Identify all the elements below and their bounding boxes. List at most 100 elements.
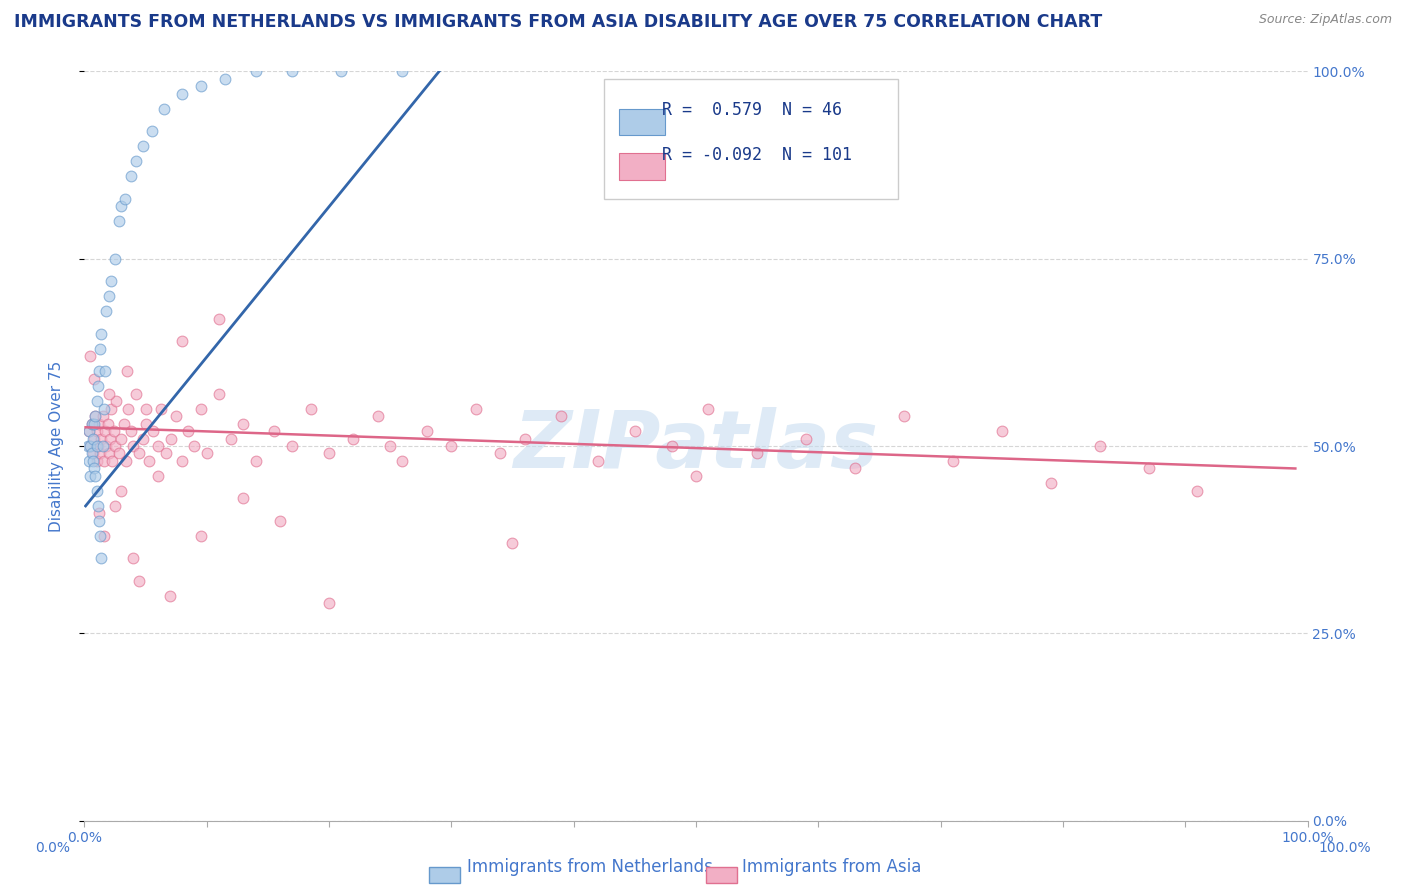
Point <box>132 139 155 153</box>
Text: R =  0.579  N = 46: R = 0.579 N = 46 <box>662 102 842 120</box>
Point <box>172 454 194 468</box>
Point <box>77 439 100 453</box>
Point <box>86 439 108 453</box>
Point <box>91 409 114 423</box>
Point <box>165 409 187 423</box>
Point <box>80 417 103 431</box>
Point <box>93 529 115 543</box>
Text: IMMIGRANTS FROM NETHERLANDS VS IMMIGRANTS FROM ASIA DISABILITY AGE OVER 75 CORRE: IMMIGRANTS FROM NETHERLANDS VS IMMIGRANT… <box>14 13 1102 31</box>
Point <box>550 409 572 423</box>
Point <box>125 154 148 169</box>
Point <box>125 386 148 401</box>
Point <box>87 364 110 378</box>
Point <box>103 424 125 438</box>
Point <box>367 409 389 423</box>
Point <box>281 64 304 78</box>
Point <box>107 446 129 460</box>
Point <box>97 446 120 460</box>
Point <box>115 364 138 378</box>
Point <box>142 424 165 438</box>
Point <box>513 432 536 446</box>
Point <box>502 536 524 550</box>
Point <box>97 386 120 401</box>
Point <box>128 574 150 588</box>
Point <box>318 596 340 610</box>
Y-axis label: Disability Age Over 75: Disability Age Over 75 <box>49 360 63 532</box>
Point <box>208 386 231 401</box>
Point <box>208 311 231 326</box>
Point <box>342 432 364 446</box>
Point <box>318 446 340 460</box>
Point <box>1137 461 1160 475</box>
Point <box>1088 439 1111 453</box>
Point <box>489 446 512 460</box>
Point <box>89 446 111 460</box>
Point <box>77 424 100 438</box>
Point <box>84 469 107 483</box>
Point <box>83 432 105 446</box>
Point <box>80 417 103 431</box>
Point <box>115 454 138 468</box>
Point <box>89 529 111 543</box>
Point <box>114 192 136 206</box>
Point <box>86 454 108 468</box>
Point <box>100 401 122 416</box>
Point <box>263 424 285 438</box>
Point <box>138 454 160 468</box>
Point <box>160 432 183 446</box>
Point <box>110 432 132 446</box>
Point <box>101 454 124 468</box>
Point <box>96 439 118 453</box>
Point <box>120 424 142 438</box>
Point <box>172 334 194 348</box>
Point <box>135 401 157 416</box>
Point <box>87 499 110 513</box>
Point <box>177 424 200 438</box>
Point <box>153 102 176 116</box>
Point <box>107 214 129 228</box>
Point <box>1187 483 1209 498</box>
Point <box>245 64 267 78</box>
Point <box>90 326 112 341</box>
Point <box>80 446 103 460</box>
Point <box>391 454 413 468</box>
Point <box>844 461 866 475</box>
Point <box>79 349 101 363</box>
Point <box>991 424 1014 438</box>
Point <box>1039 476 1062 491</box>
Point <box>82 454 104 468</box>
Point <box>794 432 817 446</box>
Text: 100.0%: 100.0% <box>1319 840 1371 855</box>
Text: Immigrants from Asia: Immigrants from Asia <box>742 858 922 876</box>
Point <box>122 439 145 453</box>
Point <box>117 401 139 416</box>
Text: Source: ZipAtlas.com: Source: ZipAtlas.com <box>1258 13 1392 27</box>
Point <box>87 379 110 393</box>
Point <box>82 446 104 460</box>
Point <box>464 401 486 416</box>
Point <box>97 417 120 431</box>
Point <box>96 304 118 318</box>
Point <box>86 394 108 409</box>
Point <box>190 79 212 94</box>
Point <box>104 439 127 453</box>
Point <box>172 87 194 101</box>
Point <box>77 454 100 468</box>
Point <box>110 199 132 213</box>
Point <box>93 454 115 468</box>
Point <box>330 64 353 78</box>
FancyBboxPatch shape <box>605 78 898 199</box>
Point <box>83 371 105 385</box>
Point <box>159 589 181 603</box>
Point <box>87 514 110 528</box>
Point <box>141 124 163 138</box>
Point <box>232 491 254 506</box>
Point <box>128 446 150 460</box>
Point <box>893 409 915 423</box>
Point <box>90 551 112 566</box>
Point <box>91 439 114 453</box>
Point <box>82 432 104 446</box>
Point <box>697 401 720 416</box>
Point <box>150 401 173 416</box>
Point <box>661 439 683 453</box>
